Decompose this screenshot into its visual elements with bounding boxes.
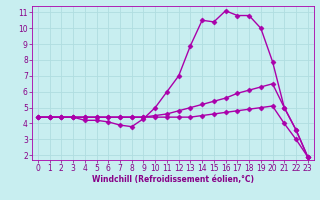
X-axis label: Windchill (Refroidissement éolien,°C): Windchill (Refroidissement éolien,°C) bbox=[92, 175, 254, 184]
